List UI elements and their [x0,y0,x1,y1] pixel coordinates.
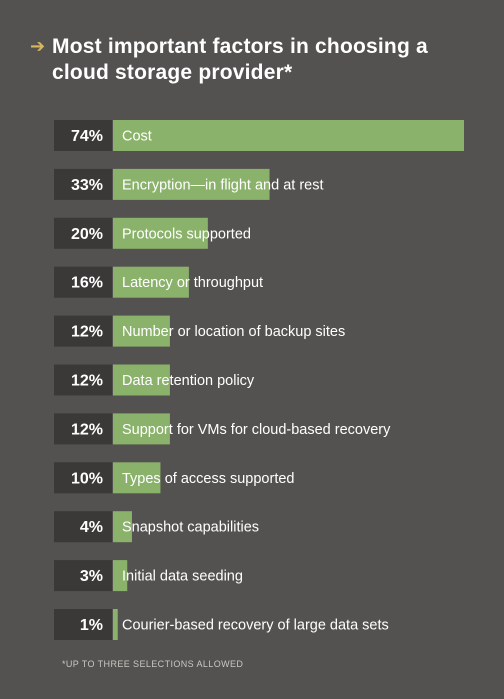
category-label-1: Cost [122,129,152,145]
category-label-7: Support for VMs for cloud-based recovery [122,422,391,438]
percent-box-11 [54,609,112,640]
bar-row-10: 3% Initial data seeding [54,560,243,592]
value-label-6: 12% [71,373,103,390]
percent-box-9 [54,511,112,543]
arrow-icon: ➔ [30,36,46,56]
percent-box-8 [54,462,112,494]
bar-row-1: 74% Cost [54,120,464,151]
value-label-9: 4% [80,519,103,536]
percent-box-2 [54,168,112,200]
bar-row-6: 12% Data retention policy [54,364,255,396]
bar-2 [113,168,270,200]
category-label-11: Courier-based recovery of large data set… [122,618,389,634]
bar-row-4: 16% Latency or throughput [54,266,263,298]
bar-row-5: 12% Number or location of backup sites [54,315,345,347]
bar-10 [113,560,128,592]
value-label-7: 12% [71,421,103,438]
percent-box-7 [54,413,112,445]
bar-9 [113,511,132,543]
percent-box-1 [54,120,112,151]
bar-row-7: 12% Support for VMs for cloud-based recov… [54,413,391,445]
bar-row-11: 1% Courier-based recovery of large data s… [54,609,389,640]
bar-4 [113,266,189,298]
bar-row-3: 20% Protocols supported [54,217,251,249]
percent-box-3 [54,217,112,249]
category-label-9: Snapshot capabilities [122,520,259,536]
value-label-1: 74% [71,128,103,145]
chart-header: ➔ Most important factors in choosing a c… [30,34,490,86]
percent-box-4 [54,266,112,298]
value-label-2: 33% [71,177,103,194]
value-label-4: 16% [71,275,103,292]
value-label-8: 10% [71,470,103,487]
bar-6 [113,364,170,396]
percent-box-5 [54,315,112,347]
bar-3 [113,217,208,249]
value-label-11: 1% [80,617,103,634]
category-label-2: Encryption—in flight and at rest [122,177,324,193]
bar-row-2: 33% Encryption—in flight and at rest [54,168,324,200]
bar-8 [113,462,161,494]
category-label-8: Types of access supported [122,471,295,487]
category-label-4: Latency or throughput [122,275,263,291]
category-label-6: Data retention policy [122,373,255,389]
bar-row-9: 4% Snapshot capabilities [54,511,259,543]
bar-row-8: 10% Types of access supported [54,462,295,494]
percent-box-10 [54,560,112,592]
category-label-3: Protocols supported [122,226,251,242]
value-label-10: 3% [80,568,103,585]
category-label-10: Initial data seeding [122,569,243,585]
bar-5 [113,315,170,347]
bar-1 [113,120,464,151]
bar-11 [113,609,118,640]
bar-7 [113,413,170,445]
category-label-5: Number or location of backup sites [122,324,345,340]
footnote: *UP TO THREE SELECTIONS ALLOWED [62,659,244,669]
value-label-3: 20% [71,226,103,243]
value-label-5: 12% [71,324,103,341]
percent-box-6 [54,364,112,396]
chart-title: Most important factors in choosing a clo… [52,35,428,84]
